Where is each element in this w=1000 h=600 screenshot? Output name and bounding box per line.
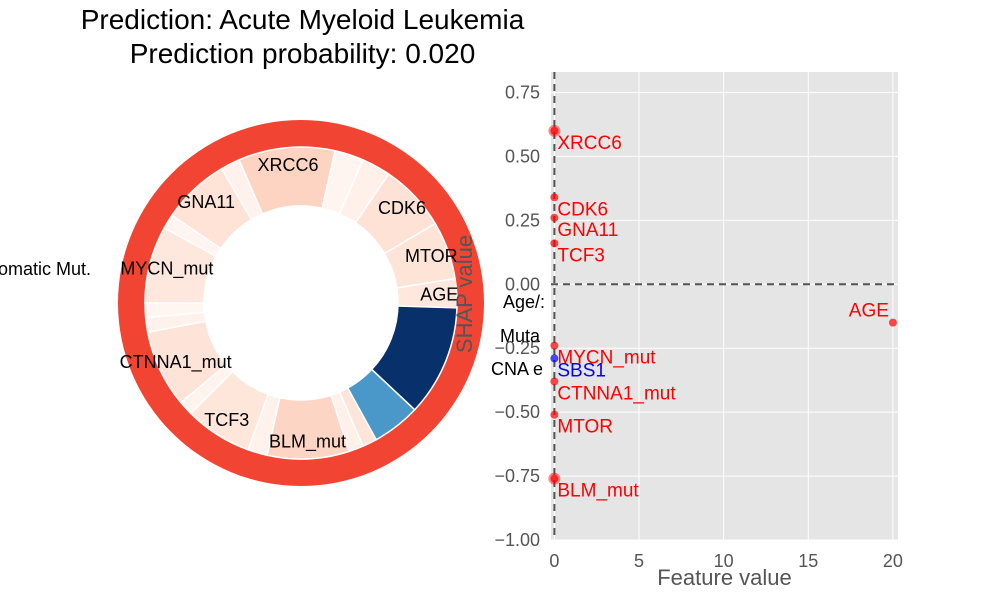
donut-hole xyxy=(204,206,398,400)
scatter-point-label: GNA11 xyxy=(557,220,618,241)
clipped-label-somatic: omatic Mut. xyxy=(0,259,91,279)
scatter-point xyxy=(550,213,559,222)
scatter-point xyxy=(550,341,559,350)
donut-slice-label: CDK6 xyxy=(378,198,426,218)
x-tick-label: 0 xyxy=(549,551,559,571)
chart-title-line-1: Prediction: Acute Myeloid Leukemia xyxy=(80,4,525,35)
y-tick-label: 0.25 xyxy=(505,210,540,230)
y-tick-label: −0.50 xyxy=(494,402,540,422)
scatter-point-label: SBS1 xyxy=(557,360,606,381)
scatter-point-label: AGE xyxy=(849,301,889,322)
x-tick-label: 5 xyxy=(634,551,644,571)
y-tick-label: −1.00 xyxy=(494,530,540,550)
y-axis-label: SHAP value xyxy=(452,235,477,353)
plot-background xyxy=(551,72,898,540)
scatter-point xyxy=(550,354,559,363)
scatter-point-label: CTNNA1_mut xyxy=(557,383,676,404)
scatter-point-label: XRCC6 xyxy=(557,133,621,154)
scatter-point xyxy=(550,377,559,386)
scatter-point-label: TCF3 xyxy=(557,245,605,266)
donut-slice-label: XRCC6 xyxy=(257,155,318,175)
x-tick-label: 20 xyxy=(883,551,903,571)
scatter-point xyxy=(550,410,559,419)
scatter-point-label: MYCN_mut xyxy=(557,348,656,369)
clipped-label-age-sbs: Age/: xyxy=(503,292,545,312)
donut-slice-label: TCF3 xyxy=(204,410,249,430)
scatter-point-label: CDK6 xyxy=(557,199,608,220)
scatter-point xyxy=(550,193,559,202)
scatter-point xyxy=(888,318,897,327)
x-tick-label: 15 xyxy=(798,551,818,571)
clipped-label-cna: CNA e xyxy=(491,359,543,379)
scatter-point xyxy=(550,474,559,483)
x-axis-label: Feature value xyxy=(657,565,792,590)
y-tick-label: −0.75 xyxy=(494,466,540,486)
chart-title-line-2: Prediction probability: 0.020 xyxy=(129,38,476,69)
donut-slice-label: GNA11 xyxy=(177,192,235,212)
donut-slice-label: BLM_mut xyxy=(269,431,346,452)
scatter-point-label: BLM_mut xyxy=(557,481,639,502)
clipped-label-muta: Muta xyxy=(500,326,541,346)
donut-slice-label: MTOR xyxy=(405,246,458,266)
scatter-point xyxy=(550,126,559,135)
y-tick-label: 0.00 xyxy=(505,274,540,294)
donut-slice-label: CTNNA1_mut xyxy=(120,352,232,373)
donut-slice-label: MYCN_mut xyxy=(120,259,213,280)
x-tick-label: 10 xyxy=(714,551,734,571)
y-tick-label: 0.50 xyxy=(505,146,540,166)
donut-slice-label: AGE xyxy=(420,284,458,304)
y-tick-label: 0.75 xyxy=(505,82,540,102)
scatter-point xyxy=(550,239,559,248)
y-tick-label: −0.25 xyxy=(494,338,540,358)
scatter-point-label: MTOR xyxy=(557,417,613,438)
